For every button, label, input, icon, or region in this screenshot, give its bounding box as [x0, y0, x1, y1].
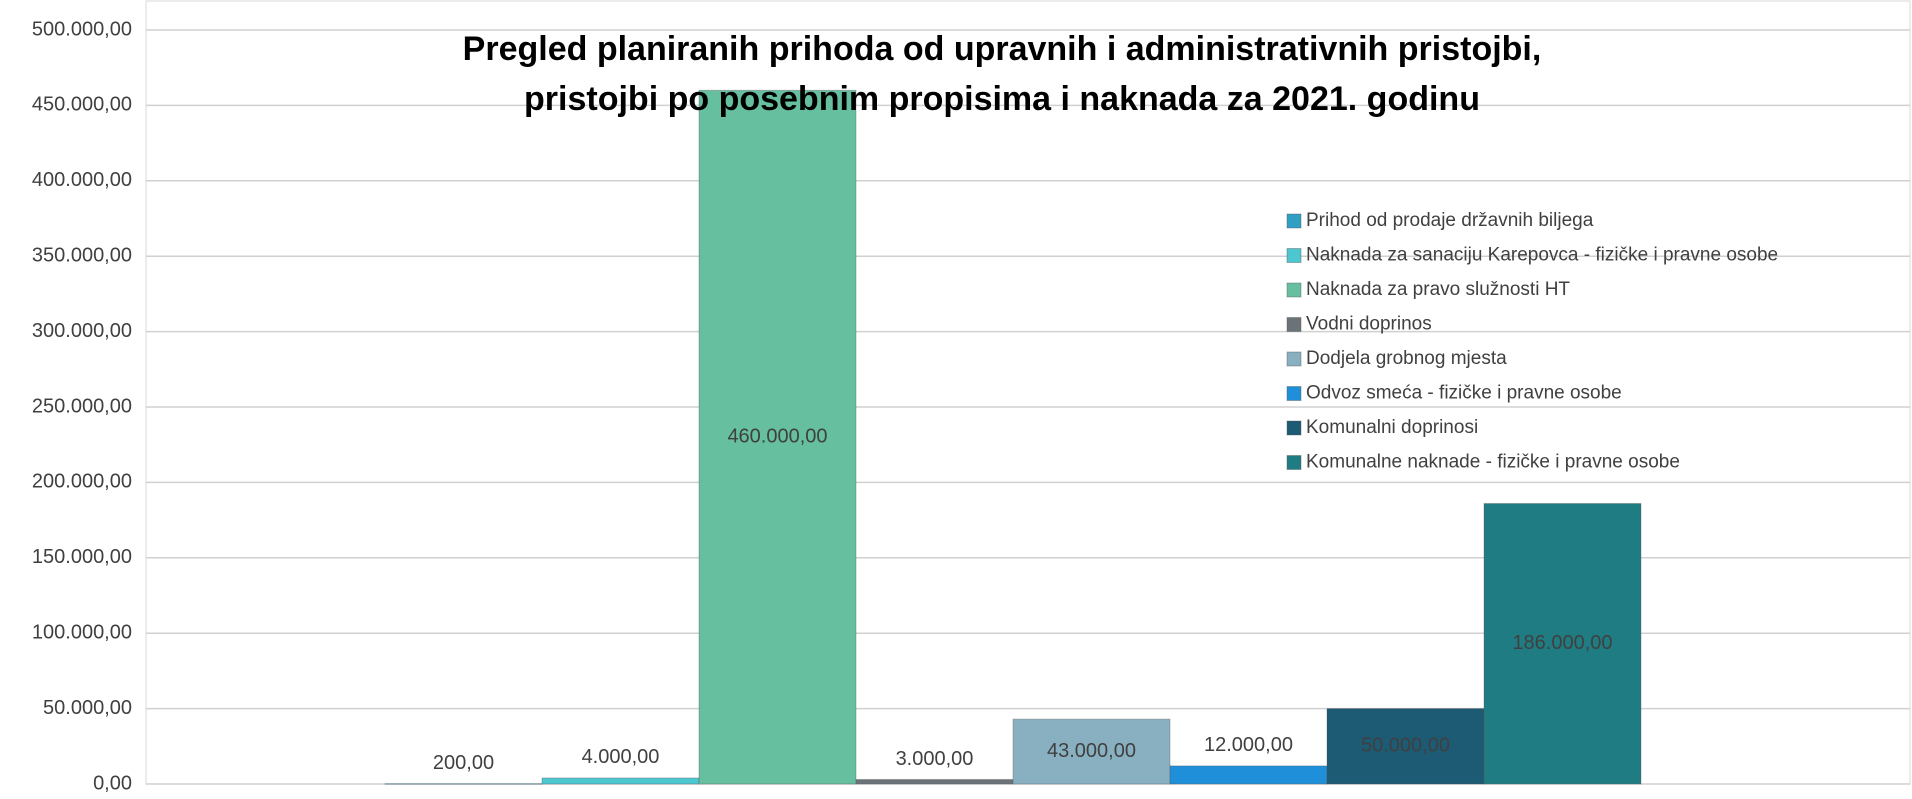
legend-label: Odvoz smeća - fizičke i pravne osobe [1306, 383, 1622, 404]
bar [855, 778, 1014, 785]
y-tick-label: 500.000,00 [32, 18, 132, 40]
data-label: 43.000,00 [1047, 740, 1136, 762]
legend-marker [1286, 213, 1302, 229]
bar [1483, 503, 1642, 785]
bars [384, 89, 1642, 785]
bar [384, 783, 543, 785]
y-tick-label: 100.000,00 [32, 621, 132, 643]
legend-label: Prihod od prodaje državnih biljega [1306, 210, 1594, 231]
legend-marker [1286, 455, 1302, 470]
legend-label: Vodni doprinos [1306, 314, 1432, 335]
legend-marker [1286, 282, 1302, 298]
legend-marker [1286, 351, 1302, 367]
y-tick-label: 200.000,00 [32, 471, 132, 493]
bar [1169, 765, 1328, 785]
data-label: 50.000,00 [1361, 735, 1450, 757]
legend-label: Naknada za sanaciju Karepovca - fizičke … [1306, 245, 1778, 266]
legend-marker [1286, 386, 1302, 401]
bar [1012, 718, 1171, 785]
legend-marker [1286, 317, 1302, 332]
data-label: 3.000,00 [896, 748, 974, 770]
data-label: 12.000,00 [1204, 734, 1293, 756]
bar [1326, 708, 1485, 785]
legend-marker [1286, 248, 1302, 263]
legend-label: Komunalne naknade - fizičke i pravne oso… [1306, 452, 1680, 473]
data-label: 186.000,00 [1512, 632, 1612, 654]
bar [698, 89, 857, 785]
chart-title: Pregled planiranih prihoda od upravnih i… [463, 30, 1542, 68]
data-label: 200,00 [433, 752, 494, 774]
y-tick-label: 250.000,00 [32, 395, 132, 417]
legend-label: Komunalni doprinosi [1306, 417, 1478, 438]
y-tick-label: 150.000,00 [32, 546, 132, 568]
y-tick-label: 50.000,00 [43, 697, 132, 719]
data-label: 460.000,00 [727, 425, 827, 447]
legend-marker [1286, 420, 1302, 436]
y-tick-label: 400.000,00 [32, 169, 132, 191]
data-label: 4.000,00 [582, 746, 660, 768]
y-tick-label: 0,00 [93, 772, 132, 794]
bar [541, 777, 700, 785]
legend-label: Dodjela grobnog mjesta [1306, 348, 1507, 369]
chart-subtitle: pristojbi po posebnim propisima i naknad… [524, 80, 1480, 118]
y-tick-label: 450.000,00 [32, 94, 132, 116]
y-tick-label: 350.000,00 [32, 244, 132, 266]
legend-label: Naknada za pravo služnosti HT [1306, 279, 1570, 300]
y-tick-label: 300.000,00 [32, 320, 132, 342]
